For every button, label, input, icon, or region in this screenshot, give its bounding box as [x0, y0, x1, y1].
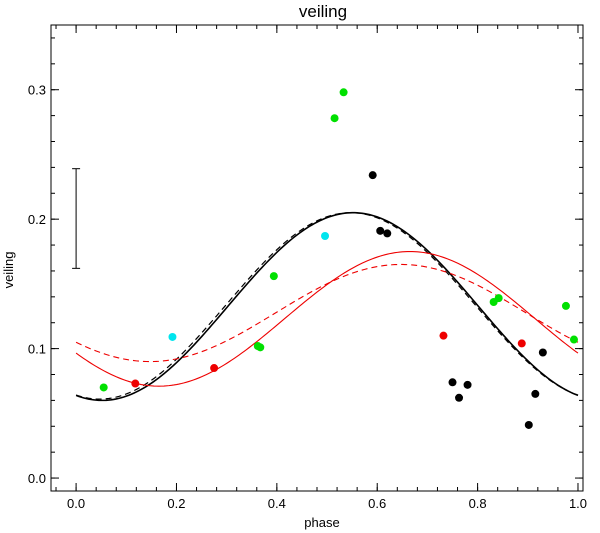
point-green: [339, 88, 348, 97]
point-green: [561, 301, 570, 310]
point-black: [383, 229, 392, 238]
point-black: [448, 378, 457, 387]
point-red: [131, 379, 140, 388]
y-tick-label: 0.1: [28, 342, 46, 357]
x-tick-label: 0.4: [268, 496, 286, 511]
curve-black-solid-model: [75, 211, 579, 402]
point-black: [455, 393, 464, 402]
x-tick-label: 0.6: [368, 496, 386, 511]
point-cyan: [168, 332, 177, 341]
point-green: [330, 114, 339, 123]
point-black: [538, 348, 547, 357]
y-tick-label: 0.3: [28, 83, 46, 98]
point-black: [463, 380, 472, 389]
chart-title: veiling: [299, 2, 347, 21]
x-axis-label: phase: [304, 515, 339, 530]
x-tick-label: 0.2: [167, 496, 185, 511]
point-black: [524, 420, 533, 429]
point-cyan: [321, 231, 330, 240]
point-green: [269, 272, 278, 281]
point-green: [99, 383, 108, 392]
x-tick-label: 1.0: [569, 496, 587, 511]
axis-ticks: [51, 25, 583, 491]
point-green: [569, 335, 578, 344]
model-curves: [75, 211, 579, 402]
y-tick-label: 0.2: [28, 212, 46, 227]
data-points: [99, 88, 578, 429]
point-black: [531, 389, 540, 398]
y-axis-label: veiling: [1, 252, 16, 289]
plot-frame: [50, 24, 584, 492]
point-red: [439, 331, 448, 340]
curve-red-dashed-model: [75, 263, 579, 363]
error-bar: [72, 168, 81, 269]
point-green: [494, 294, 503, 303]
point-green: [256, 343, 265, 352]
curve-red-solid-model: [75, 250, 579, 387]
point-black: [368, 171, 377, 180]
point-red: [210, 364, 219, 373]
x-tick-label: 0.8: [469, 496, 487, 511]
tick-labels: 0.0 0.2 0.4 0.6 0.8 1.0 0.0 0.1 0.2 0.3: [28, 83, 587, 511]
point-black: [376, 226, 385, 235]
point-red: [517, 339, 526, 348]
x-tick-label: 0.0: [67, 496, 85, 511]
curve-black-dashed-model: [75, 212, 579, 400]
y-tick-label: 0.0: [28, 471, 46, 486]
